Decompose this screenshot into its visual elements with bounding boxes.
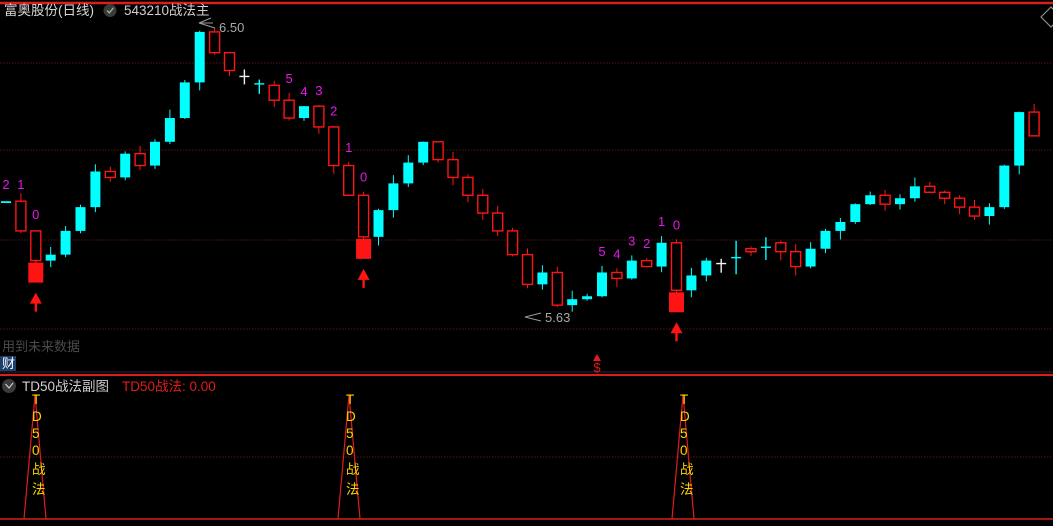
svg-text:5: 5 — [32, 426, 40, 441]
svg-text:3: 3 — [628, 233, 635, 248]
svg-text:战: 战 — [32, 462, 46, 477]
svg-text:TD50战法: 0.00: TD50战法: 0.00 — [122, 379, 216, 394]
svg-text:1: 1 — [17, 177, 24, 192]
svg-text:T: T — [680, 392, 688, 407]
svg-text:1: 1 — [345, 140, 352, 155]
svg-text:0: 0 — [680, 443, 688, 458]
svg-text:1: 1 — [658, 214, 665, 229]
svg-text:0: 0 — [360, 170, 367, 185]
svg-text:2: 2 — [643, 236, 650, 251]
svg-text:5: 5 — [285, 71, 292, 86]
svg-text:T: T — [346, 392, 354, 407]
svg-text:6.50: 6.50 — [219, 20, 244, 35]
svg-text:4: 4 — [613, 246, 620, 261]
svg-text:543210战法主: 543210战法主 — [124, 3, 210, 18]
svg-text:D: D — [680, 409, 690, 424]
svg-text:法: 法 — [680, 482, 694, 497]
svg-text:财: 财 — [2, 356, 15, 371]
svg-text:0: 0 — [32, 207, 39, 222]
svg-text:用到未来数据: 用到未来数据 — [2, 339, 80, 354]
svg-text:$: $ — [593, 360, 601, 375]
svg-text:富奥股份(日线): 富奥股份(日线) — [4, 2, 94, 18]
svg-text:法: 法 — [32, 482, 46, 497]
svg-text:5.63: 5.63 — [545, 310, 570, 325]
svg-text:2: 2 — [330, 104, 337, 119]
svg-text:0: 0 — [32, 443, 40, 458]
svg-text:D: D — [346, 409, 356, 424]
svg-text:5: 5 — [598, 244, 605, 259]
svg-text:战: 战 — [680, 462, 694, 477]
svg-text:2: 2 — [2, 177, 9, 192]
svg-text:法: 法 — [346, 482, 360, 497]
svg-text:D: D — [32, 409, 42, 424]
svg-text:5: 5 — [346, 426, 354, 441]
svg-text:4: 4 — [300, 84, 307, 99]
svg-text:0: 0 — [673, 217, 680, 232]
svg-text:T: T — [32, 392, 40, 407]
svg-text:5: 5 — [680, 426, 688, 441]
svg-text:0: 0 — [346, 443, 354, 458]
svg-text:3: 3 — [315, 83, 322, 98]
svg-text:战: 战 — [346, 462, 360, 477]
